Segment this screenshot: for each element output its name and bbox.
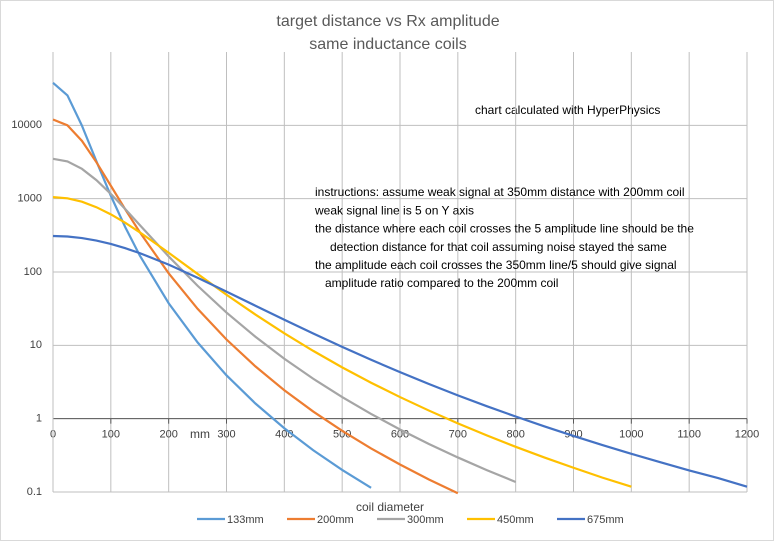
legend-label: 133mm [227,514,264,526]
instruction-line: instructions: assume weak signal at 350m… [315,185,685,199]
legend-label: 450mm [497,514,534,526]
y-tick-label: 1 [36,413,42,425]
series-line [52,81,372,489]
x-axis-label: mm [190,427,210,441]
instruction-line: weak signal line is 5 on Y axis [314,203,474,217]
x-tick-label: 400 [275,429,293,441]
chart-subtitle: same inductance coils [309,36,466,53]
legend-label: 300mm [407,514,444,526]
series-line [52,118,459,495]
chart-title: target distance vs Rx amplitude [276,13,499,30]
series-line [52,196,632,488]
x-tick-label: 1000 [619,429,643,441]
y-tick-label: 100 [24,266,42,278]
annotation: chart calculated with HyperPhysics [475,103,660,117]
x-tick-label: 1100 [677,429,701,441]
instruction-line: the amplitude each coil crosses the 350m… [315,258,677,272]
series-line [52,234,748,488]
y-tick-label: 10000 [11,119,42,131]
x-tick-label: 500 [333,429,351,441]
instruction-line: amplitude ratio compared to the 200mm co… [325,276,558,290]
legend-label: 200mm [317,514,354,526]
x-tick-label: 200 [159,429,177,441]
x-tick-label: 300 [217,429,235,441]
x-tick-label: 100 [102,429,120,441]
x-tick-label: 800 [506,429,524,441]
y-tick-label: 10 [30,339,42,351]
y-tick-label: 0.1 [27,486,42,498]
series-line [52,157,517,483]
instruction-line: the distance where each coil crosses the… [315,222,694,236]
legend-title: coil diameter [356,500,424,514]
y-tick-label: 1000 [18,193,42,205]
x-tick-label: 1200 [735,429,759,441]
legend-label: 675mm [587,514,624,526]
x-tick-label: 700 [449,429,467,441]
instruction-line: detection distance for that coil assumin… [330,240,667,254]
